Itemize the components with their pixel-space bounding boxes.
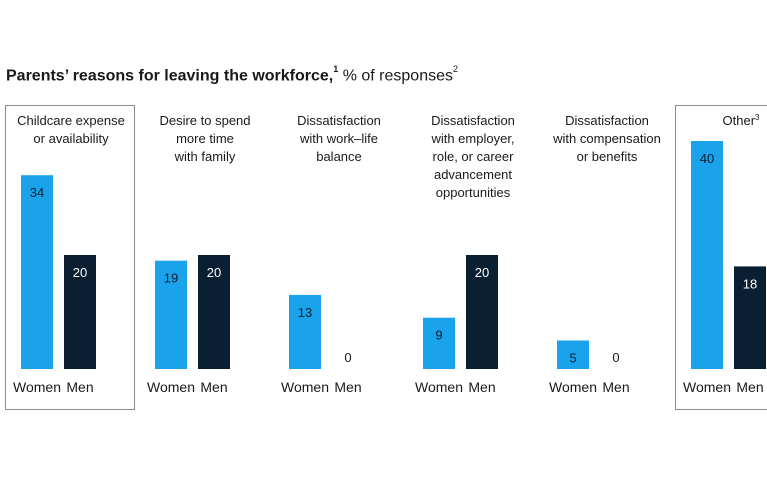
men-axis-label: Men bbox=[200, 379, 227, 395]
category-label: Dissatisfaction with compensation or benef… bbox=[552, 113, 661, 164]
women-value-label: 40 bbox=[700, 151, 714, 166]
category-label: Childcare expense or availability bbox=[17, 113, 125, 146]
women-axis-label: Women bbox=[415, 379, 463, 395]
category-label-line: or benefits bbox=[577, 149, 638, 164]
subtitle-text: % of responses bbox=[338, 67, 453, 84]
highlight-frame bbox=[5, 105, 135, 410]
category-label-line: with employer, bbox=[430, 131, 514, 146]
men-bar bbox=[466, 255, 498, 369]
title-footnote: 1 bbox=[333, 64, 339, 74]
women-axis-label: Women bbox=[549, 379, 597, 395]
men-axis-label: Men bbox=[602, 379, 629, 395]
category-group: Dissatisfaction with employer, role, or ca… bbox=[415, 113, 515, 395]
category-label-line: or availability bbox=[33, 131, 109, 146]
women-axis-label: Women bbox=[13, 379, 61, 395]
men-value-label: 0 bbox=[612, 350, 619, 365]
women-bar bbox=[21, 175, 53, 369]
women-bar bbox=[155, 260, 187, 369]
men-bar bbox=[734, 266, 766, 369]
men-value-label: 20 bbox=[73, 265, 87, 280]
category-label: Dissatisfaction with work–life balance bbox=[297, 113, 381, 164]
men-value-label: 20 bbox=[207, 265, 221, 280]
women-value-label: 34 bbox=[30, 185, 44, 200]
subtitle-label: % of responses bbox=[342, 67, 453, 85]
women-value-label: 19 bbox=[164, 271, 178, 286]
men-axis-label: Men bbox=[736, 379, 763, 395]
category-label-line: advancement bbox=[434, 167, 512, 182]
category-label-line: balance bbox=[316, 149, 362, 164]
category-label-line: more time bbox=[176, 131, 234, 146]
women-bar bbox=[423, 317, 455, 369]
category-label: Dissatisfaction with employer, role, or ca… bbox=[430, 113, 514, 200]
category-label: Other3 bbox=[723, 113, 761, 128]
category-group: Childcare expense or availability 34 Women 2… bbox=[5, 105, 135, 410]
category-label-line: Dissatisfaction bbox=[431, 113, 515, 128]
women-bar bbox=[557, 340, 589, 369]
category-footnote: 3 bbox=[755, 113, 760, 122]
category-label-line: Other bbox=[723, 113, 756, 128]
women-axis-label: Women bbox=[281, 379, 329, 395]
women-bar bbox=[691, 141, 723, 369]
category-label-line: opportunities bbox=[436, 185, 511, 200]
category-label-line: with work–life bbox=[299, 131, 378, 146]
category-group: Other3 40 Women 18 Men bbox=[675, 105, 767, 410]
men-value-label: 0 bbox=[344, 350, 351, 365]
category-group: Desire to spend more time with family 19 Wom… bbox=[147, 113, 251, 395]
category-label-line: Dissatisfaction bbox=[565, 113, 649, 128]
category-label: Desire to spend more time with family bbox=[159, 113, 250, 164]
women-axis-label: Women bbox=[683, 379, 731, 395]
men-value-label: 20 bbox=[475, 265, 489, 280]
chart-title: Parents’ reasons for leaving the workfor… bbox=[6, 64, 458, 85]
subtitle-footnote: 2 bbox=[452, 64, 458, 74]
men-axis-label: Men bbox=[334, 379, 361, 395]
category-group: Dissatisfaction with compensation or benef… bbox=[549, 113, 661, 395]
title-text: Parents’ reasons for leaving the workfor… bbox=[6, 67, 334, 85]
women-value-label: 9 bbox=[435, 328, 442, 343]
category-label-line: Dissatisfaction bbox=[297, 113, 381, 128]
category-group: Dissatisfaction with work–life balance 13 Wo… bbox=[281, 113, 381, 395]
men-axis-label: Men bbox=[468, 379, 495, 395]
men-axis-label: Men bbox=[66, 379, 93, 395]
category-label-line: role, or career bbox=[433, 149, 515, 164]
women-value-label: 5 bbox=[569, 351, 576, 366]
category-label-line: Desire to spend bbox=[159, 113, 250, 128]
category-label-line: with compensation bbox=[552, 131, 661, 146]
women-bar bbox=[289, 294, 321, 369]
highlight-frame bbox=[675, 105, 767, 410]
men-bar bbox=[64, 255, 96, 369]
women-axis-label: Women bbox=[147, 379, 195, 395]
category-label-line: with family bbox=[174, 149, 236, 164]
category-label-line: Childcare expense bbox=[17, 113, 125, 128]
men-bar bbox=[198, 255, 230, 369]
women-value-label: 13 bbox=[298, 305, 312, 320]
men-value-label: 18 bbox=[743, 276, 757, 291]
